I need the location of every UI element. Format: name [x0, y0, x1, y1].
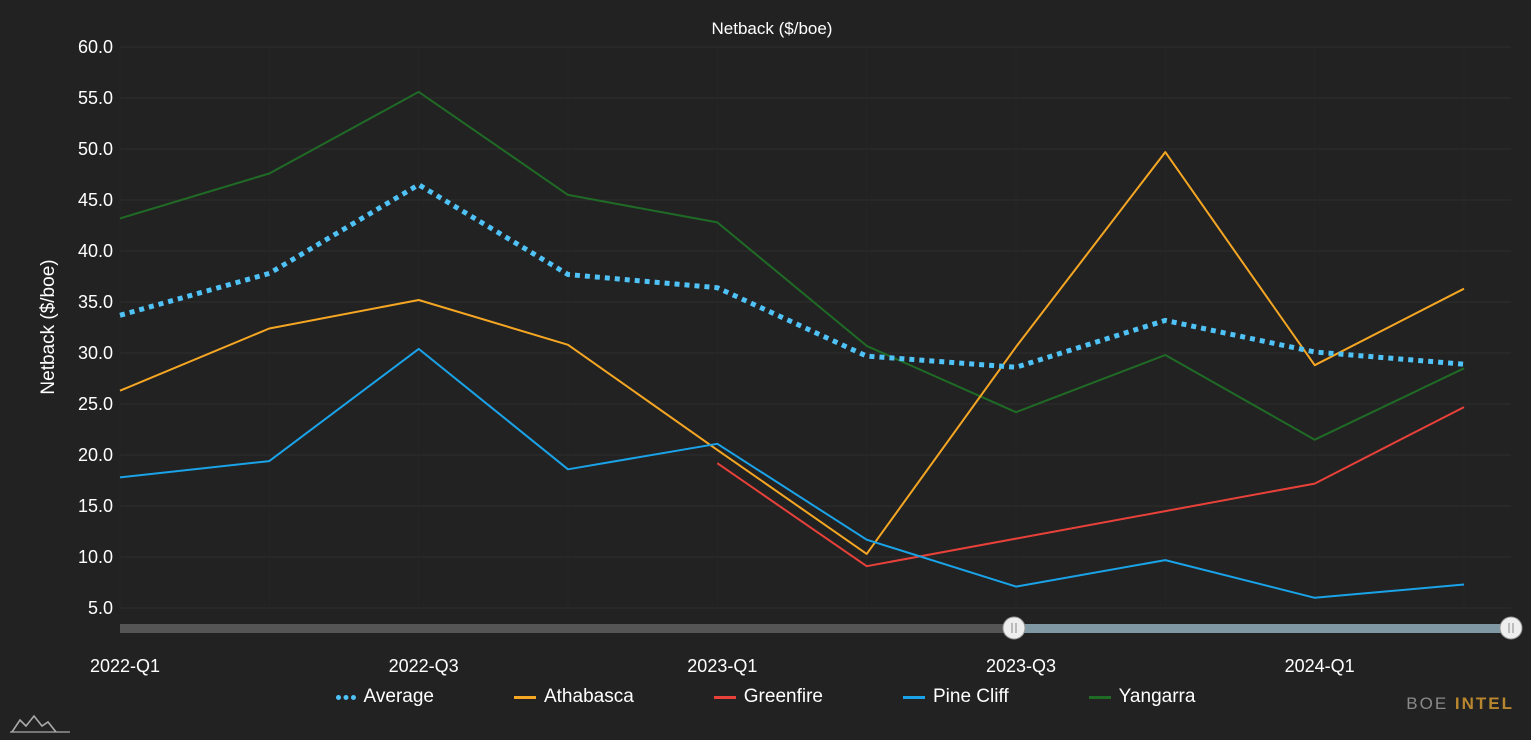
legend-item-yangarra[interactable]: Yangarra	[1088, 686, 1196, 708]
series-line-pine-cliff[interactable]	[119, 347, 1465, 599]
y-tick-label: 25.0	[78, 394, 113, 414]
range-slider-selection[interactable]	[1014, 624, 1512, 633]
legend-item-athabasca[interactable]: Athabasca	[513, 686, 634, 708]
legend-swatch-pine-cliff	[902, 695, 925, 699]
legend-swatch-yangarra	[1088, 695, 1111, 699]
y-tick-label: 60.0	[78, 37, 113, 57]
netback-line-chart: 5.0 10.0 15.0 20.0 25.0 30.0 35.0 40.0 45.0 50.0 5…	[38, 19, 1523, 676]
legend-item-average[interactable]: Average	[335, 686, 434, 708]
y-tick-label: 30.0	[78, 343, 113, 363]
y-tick-label: 45.0	[78, 190, 113, 210]
x-tick-label: 2022-Q3	[389, 656, 459, 676]
chart-title: Netback ($/boe)	[712, 19, 833, 38]
series-line-average[interactable]	[119, 182, 1465, 370]
range-slider-track[interactable]	[120, 624, 1512, 633]
y-tick-label: 35.0	[78, 292, 113, 312]
legend-label: Greenfire	[743, 686, 823, 707]
x-tick-label: 2023-Q3	[986, 656, 1056, 676]
legend-label: Pine Cliff	[932, 686, 1009, 707]
y-tick-label: 50.0	[78, 139, 113, 159]
legend-swatch-average	[335, 694, 356, 700]
y-tick-label: 10.0	[78, 547, 113, 567]
y-tick-label: 55.0	[78, 88, 113, 108]
range-slider-handle-right[interactable]	[1499, 616, 1523, 640]
legend-swatch-athabasca	[513, 695, 536, 699]
legend-label: Athabasca	[543, 686, 634, 707]
legend-label: Average	[363, 686, 434, 707]
series-line-greenfire[interactable]	[716, 406, 1465, 568]
legend-swatch-greenfire	[713, 695, 736, 699]
y-tick-label: 40.0	[78, 241, 113, 261]
series-line-yangarra[interactable]	[119, 90, 1465, 441]
chart-legend: Average Athabasca Greenfire Pine Cliff Y…	[0, 686, 1531, 708]
y-tick-label: 20.0	[78, 445, 113, 465]
y-tick-label: 5.0	[88, 598, 113, 618]
legend-item-greenfire[interactable]: Greenfire	[713, 686, 823, 708]
x-tick-label: 2023-Q1	[687, 656, 757, 676]
y-axis-label: Netback ($/boe)	[38, 259, 59, 394]
legend-item-pine-cliff[interactable]: Pine Cliff	[902, 686, 1009, 708]
legend-label: Yangarra	[1118, 686, 1196, 707]
y-tick-label: 15.0	[78, 496, 113, 516]
x-tick-label: 2024-Q1	[1285, 656, 1355, 676]
x-tick-label: 2022-Q1	[90, 656, 160, 676]
range-slider-handle-left[interactable]	[1002, 616, 1026, 640]
brand-logo: BOE INTEL	[1406, 694, 1514, 713]
mountain-logo-icon	[10, 714, 70, 733]
series-line-athabasca[interactable]	[119, 151, 1465, 555]
